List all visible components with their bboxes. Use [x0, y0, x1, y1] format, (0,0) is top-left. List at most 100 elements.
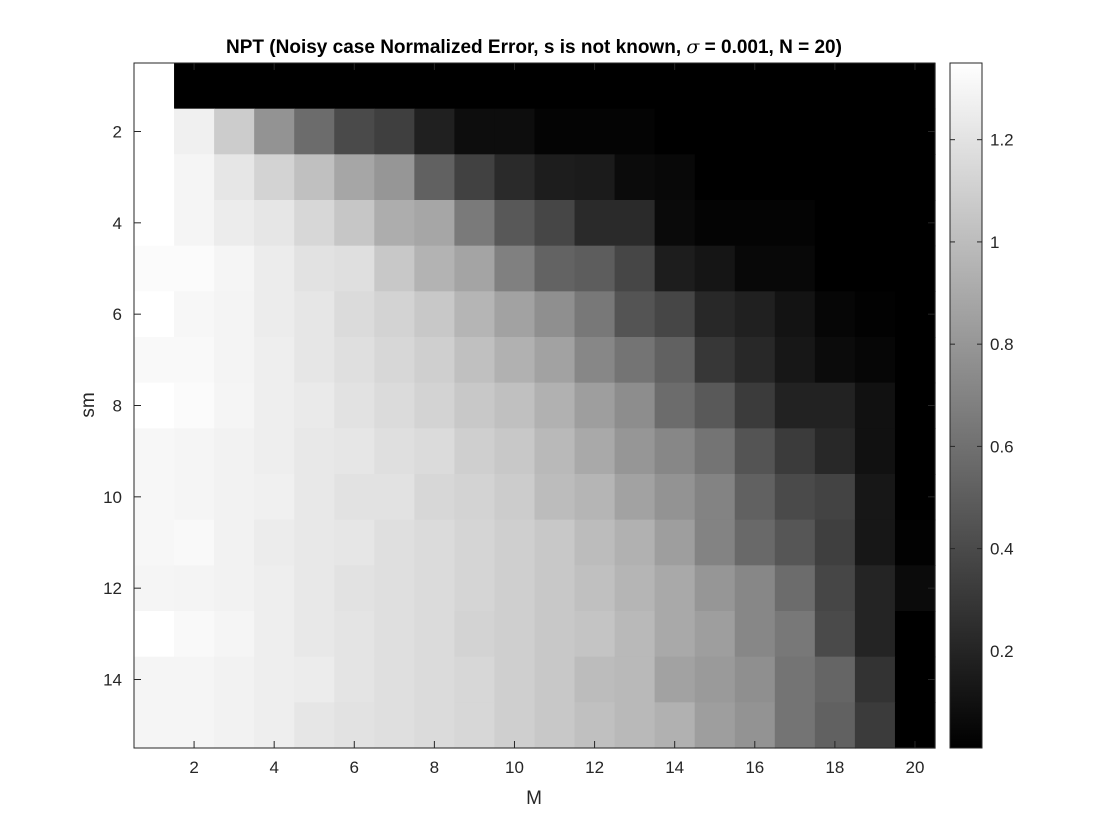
- heatmap-cell: [334, 702, 375, 749]
- heatmap-cell: [614, 702, 656, 749]
- heatmap-cell: [534, 108, 576, 155]
- heatmap-cell: [854, 611, 896, 658]
- heatmap-cell: [174, 108, 215, 155]
- heatmap-cell: [294, 565, 335, 612]
- heatmap-cell: [614, 63, 656, 110]
- colorbar-tick-label: 1.2: [990, 131, 1014, 150]
- heatmap-cell: [334, 63, 375, 110]
- heatmap-cell: [174, 656, 215, 703]
- heatmap-cell: [614, 245, 656, 292]
- heatmap-cell: [734, 63, 776, 110]
- heatmap-cell: [494, 63, 536, 110]
- heatmap-cell: [654, 154, 696, 201]
- heatmap-cell: [214, 200, 255, 247]
- x-axis-ticks: 2 4 6 8 10 12 14 16 18 20: [189, 63, 924, 777]
- heatmap-cell: [494, 382, 536, 429]
- heatmap-cell: [694, 337, 736, 384]
- heatmap-cell: [374, 519, 415, 566]
- x-tick-label: 20: [906, 758, 925, 777]
- heatmap-cell: [454, 656, 496, 703]
- heatmap-cell: [294, 474, 335, 521]
- heatmap-cell: [654, 428, 696, 475]
- heatmap-cell: [814, 702, 856, 749]
- y-axis-ticks: 2 4 6 8 10 12 14: [103, 123, 935, 690]
- heatmap-cell: [654, 291, 696, 338]
- heatmap-cell: [454, 200, 496, 247]
- heatmap-cell: [614, 382, 656, 429]
- heatmap-cell: [814, 656, 856, 703]
- heatmap-cell: [694, 611, 736, 658]
- heatmap-cell: [254, 291, 295, 338]
- heatmap-cell: [254, 337, 295, 384]
- heatmap-cell: [134, 337, 175, 384]
- heatmap-cell: [494, 702, 536, 749]
- heatmap-cell: [334, 428, 375, 475]
- heatmap-cell: [854, 702, 896, 749]
- heatmap-cell: [534, 611, 576, 658]
- heatmap-cell: [614, 611, 656, 658]
- heatmap-cell: [894, 245, 936, 292]
- colorbar-tick-label: 0.6: [990, 437, 1014, 456]
- heatmap-cell: [574, 519, 616, 566]
- heatmap-cell: [534, 382, 576, 429]
- heatmap-cell: [494, 519, 536, 566]
- heatmap-cell: [694, 474, 736, 521]
- heatmap-cell: [534, 565, 576, 612]
- heatmap-cell: [774, 63, 816, 110]
- heatmap-cell: [494, 337, 536, 384]
- heatmap-cell: [534, 337, 576, 384]
- heatmap-cell: [814, 428, 856, 475]
- heatmap-cell: [854, 63, 896, 110]
- heatmap-cell: [494, 154, 536, 201]
- heatmap-cell: [334, 291, 375, 338]
- heatmap-cell: [814, 291, 856, 338]
- heatmap-cell: [654, 565, 696, 612]
- heatmap-cell: [534, 245, 576, 292]
- heatmap-cell: [774, 200, 816, 247]
- heatmap-cell: [614, 565, 656, 612]
- heatmap-cell: [614, 108, 656, 155]
- heatmap-cell: [414, 565, 455, 612]
- heatmap-cell: [494, 656, 536, 703]
- heatmap-cell: [574, 702, 616, 749]
- heatmap-cell: [694, 702, 736, 749]
- heatmap-cell: [814, 565, 856, 612]
- heatmap-cell: [734, 428, 776, 475]
- heatmap-cell: [774, 337, 816, 384]
- heatmap-cell: [294, 154, 335, 201]
- heatmap-cell: [254, 154, 295, 201]
- heatmap-cell: [214, 474, 255, 521]
- chart-title-part-2: = 0.001, N = 20): [699, 37, 842, 58]
- heatmap-cell: [694, 656, 736, 703]
- heatmap-cell: [814, 382, 856, 429]
- heatmap-cell: [254, 656, 295, 703]
- heatmap-cell: [174, 702, 215, 749]
- heatmap-cell: [854, 291, 896, 338]
- x-tick-label: 6: [350, 758, 359, 777]
- heatmap-cell: [374, 428, 415, 475]
- heatmap-cell: [374, 656, 415, 703]
- heatmap-cell: [214, 611, 255, 658]
- heatmap-cell: [574, 474, 616, 521]
- colorbar: [949, 62, 983, 749]
- heatmap-cell: [374, 200, 415, 247]
- heatmap-cell: [894, 519, 936, 566]
- heatmap-cell: [214, 702, 255, 749]
- heatmap-cell: [294, 63, 335, 110]
- heatmap-cell: [814, 611, 856, 658]
- heatmap-cell: [694, 382, 736, 429]
- heatmap-cell: [414, 154, 455, 201]
- heatmap-cell: [214, 656, 255, 703]
- heatmap-cell: [774, 382, 816, 429]
- heatmap-cell: [734, 656, 776, 703]
- x-tick-label: 8: [430, 758, 439, 777]
- heatmap-cell: [294, 611, 335, 658]
- heatmap-cell: [574, 154, 616, 201]
- heatmap-cell: [294, 337, 335, 384]
- heatmap-cell: [334, 519, 375, 566]
- heatmap-cell: [814, 154, 856, 201]
- y-tick-label: 14: [103, 671, 122, 690]
- heatmap-cell: [414, 291, 455, 338]
- heatmap-cell: [734, 154, 776, 201]
